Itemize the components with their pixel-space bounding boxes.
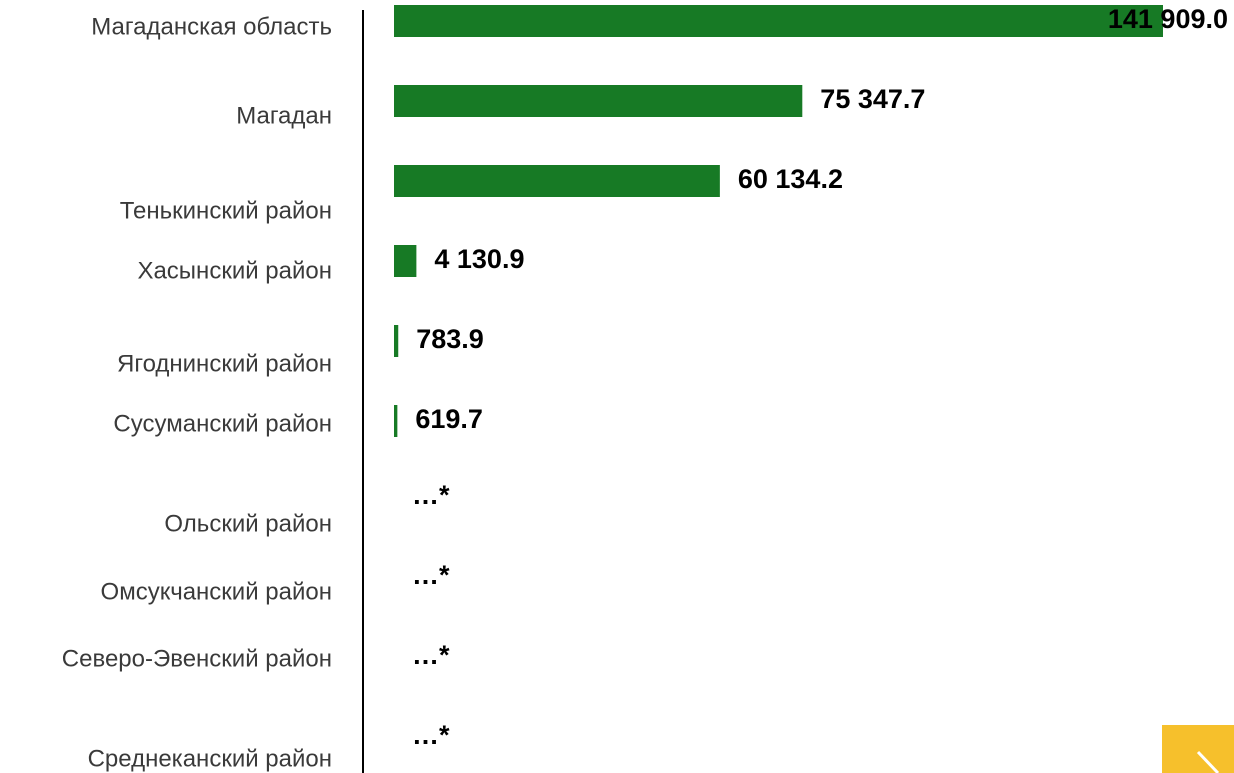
category-label: Сусуманский район	[113, 410, 332, 437]
category-label: Среднеканский район	[88, 745, 332, 772]
value-label: 75 347.7	[820, 84, 925, 114]
badge-box	[1162, 725, 1234, 773]
value-label: 619.7	[415, 404, 483, 434]
bar	[394, 85, 803, 117]
category-label: Магаданская область	[91, 13, 332, 40]
value-label: …*	[412, 560, 450, 590]
category-label: Тенькинский район	[120, 197, 332, 224]
category-label: Ольский район	[164, 510, 332, 537]
bar	[394, 165, 720, 197]
value-label: …*	[412, 640, 450, 670]
value-label: 141 909.0	[1108, 4, 1228, 34]
category-label: Ягоднинский район	[117, 350, 332, 377]
bar	[394, 405, 398, 437]
category-label: Магадан	[236, 102, 332, 129]
category-label: Хасынский район	[137, 257, 332, 284]
category-label: Северо-Эвенский район	[62, 645, 332, 672]
value-label: 4 130.9	[434, 244, 524, 274]
bar	[394, 245, 417, 277]
value-label: 783.9	[416, 324, 484, 354]
value-label: …*	[412, 480, 450, 510]
category-label: Омсукчанский район	[101, 578, 332, 605]
corner-badge	[1162, 725, 1234, 773]
value-label: 60 134.2	[738, 164, 843, 194]
bar	[394, 325, 399, 357]
badge-stroke	[1196, 750, 1220, 773]
bar	[394, 5, 1163, 37]
value-label: …*	[412, 720, 450, 750]
